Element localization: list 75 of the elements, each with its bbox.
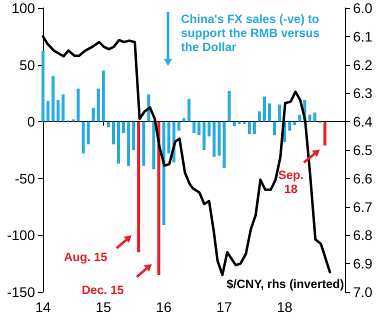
bar	[323, 122, 326, 146]
bar	[252, 122, 256, 134]
bar	[288, 122, 292, 131]
bar	[152, 122, 156, 170]
bar	[212, 122, 216, 157]
bar	[96, 88, 100, 122]
y-tick-label: -50	[14, 170, 36, 186]
bar	[187, 98, 190, 122]
bar	[162, 122, 166, 225]
annotation: Dec. 15	[80, 282, 125, 297]
y2-tick-label: 6.3	[353, 85, 373, 102]
y-tick-label: -150	[6, 284, 36, 300]
y2-tick-label: 7.0	[353, 284, 373, 300]
bar	[82, 122, 85, 154]
bar	[137, 122, 140, 252]
bar	[308, 114, 312, 122]
y2-tick-label: 6.1	[353, 28, 373, 44]
bar	[86, 122, 90, 144]
annotation: Sep. 18	[277, 168, 305, 196]
bar	[232, 122, 236, 126]
bar	[293, 122, 296, 126]
bar	[117, 122, 120, 164]
bar	[76, 88, 80, 122]
bar	[222, 122, 226, 168]
bar	[278, 104, 282, 122]
x-tick-label: 15	[96, 299, 112, 315]
bar	[198, 122, 201, 136]
bar	[258, 111, 261, 122]
bar	[228, 90, 231, 122]
y-tick-label: -100	[6, 227, 36, 244]
y2-tick-label: 6.9	[353, 256, 373, 272]
bar	[132, 122, 136, 150]
y2-tick-label: 6.8	[353, 227, 373, 244]
bar	[127, 122, 130, 166]
bar	[273, 122, 276, 136]
bar	[298, 114, 302, 122]
bar	[62, 94, 65, 122]
x-tick-label: 18	[276, 299, 293, 315]
bar	[192, 122, 196, 133]
bar	[313, 112, 316, 122]
y-tick-label: 50	[19, 56, 36, 73]
bar	[182, 118, 186, 122]
bar	[208, 122, 211, 136]
text: China's FX sales (-ve) to support the RMB versus the Dollar	[181, 12, 321, 54]
bar	[262, 96, 266, 122]
y2-tick-label: 6.7	[353, 198, 373, 215]
bar	[157, 122, 160, 275]
bar	[268, 103, 271, 122]
y2-tick-label: 6.0	[353, 0, 373, 16]
y-tick-label: 100	[12, 0, 36, 16]
y2-tick-label: 6.5	[353, 142, 373, 158]
bar	[202, 122, 206, 150]
x-tick-label: 17	[216, 299, 232, 315]
y-tick-label: 0	[27, 114, 36, 130]
bar	[112, 122, 115, 144]
x-tick-label: 14	[35, 299, 51, 315]
bar	[46, 101, 50, 122]
x-tick-label: 16	[156, 299, 172, 315]
bar	[167, 122, 170, 154]
y2-tick-label: 6.2	[353, 56, 373, 73]
bar	[177, 122, 180, 131]
bar	[42, 51, 44, 122]
bar	[56, 100, 60, 122]
bar	[248, 122, 251, 134]
bar	[102, 70, 105, 122]
bar	[106, 122, 110, 128]
bar	[218, 122, 221, 156]
annotation: Aug. 15	[62, 250, 108, 264]
bar	[52, 76, 55, 122]
series-label: $/CNY, rhs (inverted)	[226, 277, 344, 291]
bar	[142, 122, 146, 166]
y2-tick-label: 6.4	[353, 114, 373, 130]
bar	[92, 108, 95, 122]
bar	[122, 122, 126, 133]
y2-tick-label: 6.6	[353, 170, 373, 186]
